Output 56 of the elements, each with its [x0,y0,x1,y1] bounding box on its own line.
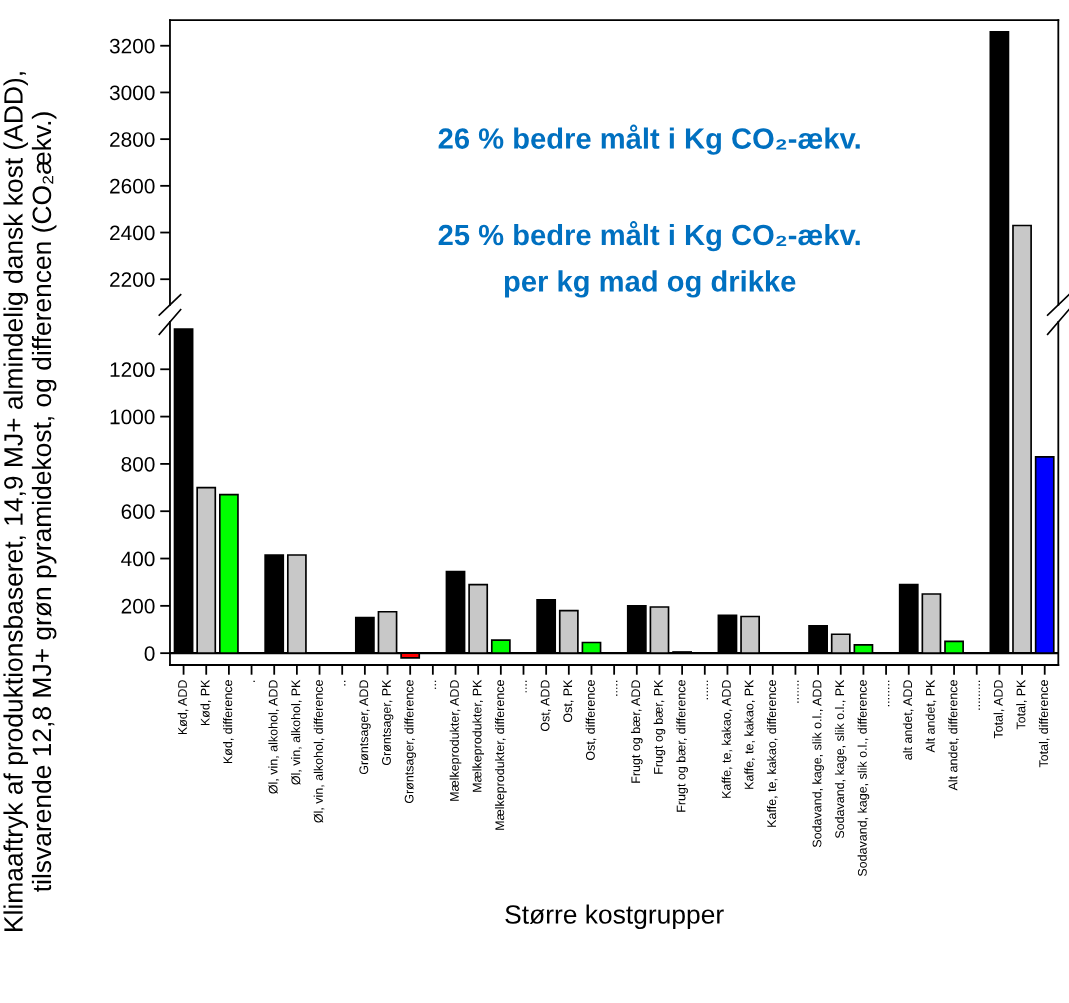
y-tick-label: 1200 [110,362,155,378]
x-tick-label: Total, PK [1016,679,1027,730]
x-tick-label: Kød, ADD [177,680,189,735]
x-tick-label: Sodavand, kage, slik o.l., PK [834,679,847,839]
x-tick-label: Frugt og bær, PK [653,679,666,774]
x-tick-label: Ost, PK [563,679,574,723]
x-tick-label: Ost, ADD [540,680,551,732]
x-axis-title: Større kostgrupper [505,904,724,930]
x-tick-label: Mælkeprodukter, PK [472,679,484,792]
x-tick-label: Kaffe, te, kakao, difference [766,680,778,827]
x-tick-label: Frugt og bær, ADD [630,680,643,783]
x-tick-label: Sodavand, kage, slik o.l., difference [857,680,870,877]
y-tick-label: 2200 [110,272,155,287]
y-tick-label: 600 [121,504,155,519]
y-tick-label: 2400 [110,225,155,241]
x-tick-label: . [253,680,255,682]
y-tick-label: 400 [121,551,155,567]
x-tick-label: .... [525,680,527,693]
x-tick-label: Mælkeprodukter, ADD [449,680,462,801]
x-tick-label: Mælkeprodukter, difference [495,680,507,830]
x-tick-label: Kød, difference [223,680,234,764]
y-tick-label: 1000 [110,409,155,425]
x-tick-label: Alt andet, difference [948,680,959,791]
y-tick-label: 2600 [110,178,155,194]
x-tick-label: Øl, vin, alkohol, PK [291,679,302,785]
y-tick-label: 200 [121,598,155,614]
x-tick-label: Frugt og bær, difference [676,680,688,812]
x-tick-label: Grøntsager, difference [404,680,417,804]
x-tick-label: Sodavand, kage, slik o.l., ADD [812,680,824,848]
x-tick-label: .. [344,680,346,686]
x-tick-label: ....... [797,680,799,703]
x-tick-label: Grøntsager, ADD [359,680,371,775]
x-tick-label: Ost, difference [585,680,597,761]
x-tick-label: Øl, vin, alkohol, difference [313,680,325,823]
y-tick-label: 800 [121,456,155,472]
x-tick-label: ...... [706,680,709,700]
y-tick-label: 0 [144,646,155,661]
x-tick-label: ......... [978,680,980,710]
x-tick-label: Kød, PK [200,679,212,726]
x-tick-label: ..... [616,680,618,696]
x-tick-label: alt andet, ADD [902,680,914,760]
x-tick-label: Grøntsager, PK [382,679,394,766]
y-tick-label: 2800 [110,132,155,147]
x-tick-label: Kaffe, te, kakao, PK [744,679,755,789]
x-tick-label: Øl, vin, alkohol, ADD [268,680,280,794]
y-tick-label: 3200 [109,38,155,54]
x-tick-label: ... [434,680,437,689]
annotation: 25 % bedre målt i Kg CO₂-ækv. per kg mad og drikke [438,221,860,298]
y-axis-title: Klimaaftryk af produktionsbaseret, 14,9 MJ+ almindelig dansk kost (ADD), tilsvarende 12,8 MJ+ grøn pyramidekost, og differencen (CO₂ækv.) [3,72,57,931]
x-tick-label: Total, difference [1038,680,1050,768]
x-tick-label: ........ [887,680,890,707]
y-tick-label: 3000 [109,85,155,101]
x-tick-label: Alt andet, PK [925,679,937,753]
x-tick-label: Total, ADD [993,680,1005,739]
x-tick-label: Kaffe, te, kakao, ADD [721,680,733,798]
annotation: 26 % bedre målt i Kg CO₂-ækv. [438,124,860,155]
